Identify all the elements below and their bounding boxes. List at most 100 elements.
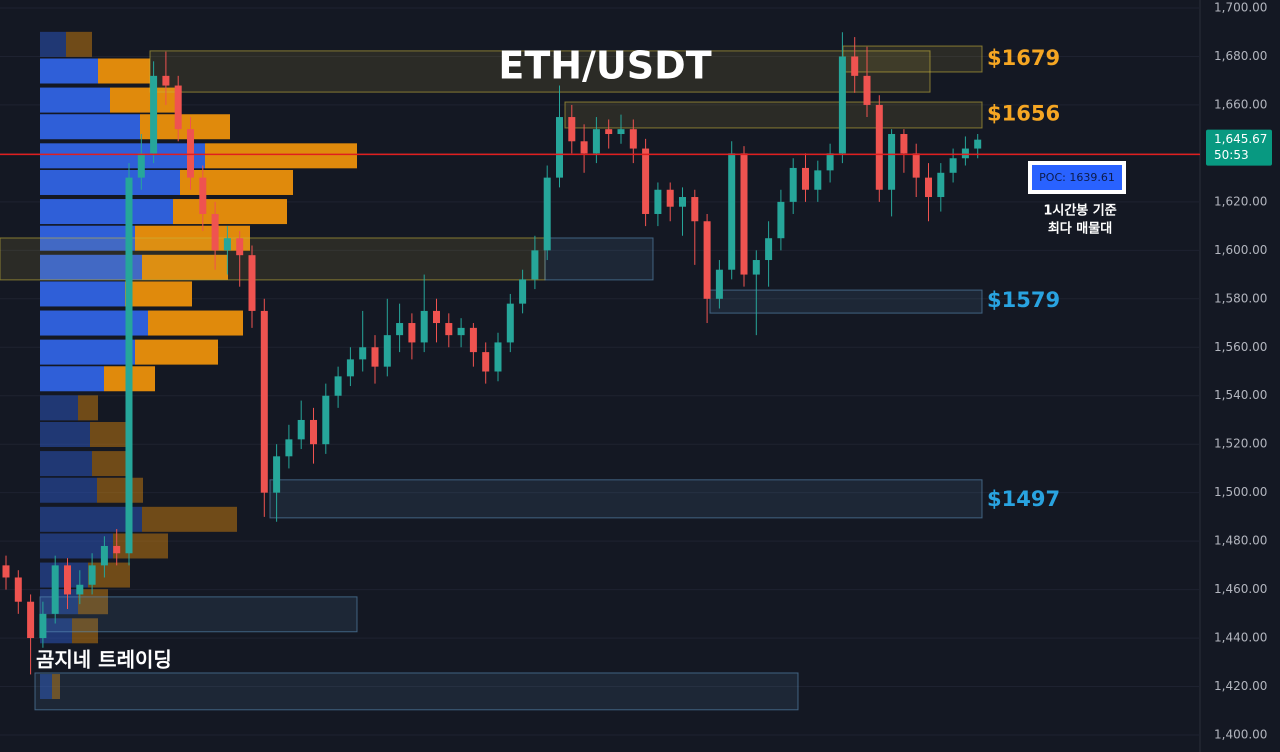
y-tick-label: 1,680.00	[1214, 49, 1267, 63]
profile-sell	[148, 310, 243, 336]
candle-body	[14, 577, 22, 602]
candle-body	[88, 565, 96, 585]
profile-buy	[40, 339, 135, 365]
candle-body	[740, 153, 748, 275]
poc-box	[1032, 165, 1122, 190]
profile-sell	[142, 254, 228, 280]
profile-buy	[40, 281, 125, 307]
candle-body	[642, 148, 650, 214]
zone	[709, 289, 983, 314]
profile-sell	[72, 618, 98, 644]
candle-body	[334, 376, 342, 396]
candle-body	[703, 221, 711, 299]
candle-body	[568, 117, 576, 142]
candle-body	[531, 250, 539, 280]
profile-sell	[205, 143, 357, 169]
profile-sell	[92, 451, 130, 477]
candle-body	[433, 310, 440, 324]
candle-body	[64, 565, 71, 595]
level-label: $1679	[987, 46, 1060, 70]
candle-body	[765, 238, 773, 261]
y-tick-label: 1,500.00	[1214, 485, 1267, 499]
candle-body	[100, 545, 108, 566]
level-label: $1579	[987, 288, 1060, 312]
profile-sell	[125, 281, 192, 307]
candle-body	[875, 104, 883, 190]
level-label: $1497	[987, 487, 1060, 511]
profile-buy	[40, 114, 140, 140]
candle-body	[27, 601, 35, 639]
y-tick-label: 1,420.00	[1214, 679, 1267, 693]
candle-body	[912, 153, 920, 178]
candle-body	[666, 189, 674, 207]
candle-body	[629, 129, 637, 149]
candle-body	[519, 279, 527, 304]
y-tick-label: 1,580.00	[1214, 291, 1267, 305]
profile-buy	[40, 422, 90, 448]
candle-body	[863, 75, 871, 105]
candle-body	[420, 310, 428, 343]
price-tag	[1206, 129, 1272, 166]
profile-buy	[40, 477, 97, 503]
zone	[269, 479, 983, 519]
candle-body	[285, 439, 293, 457]
candle-body	[396, 323, 404, 336]
candle-body	[679, 197, 686, 207]
profile-sell	[90, 422, 130, 448]
candle-body	[556, 117, 563, 178]
candle-body	[494, 342, 502, 372]
profile-buy	[40, 169, 180, 195]
zone	[564, 101, 983, 129]
candle-body	[814, 170, 822, 190]
y-tick-label: 1,400.00	[1214, 728, 1267, 742]
profile-buy	[40, 87, 110, 113]
candle-body	[236, 238, 244, 256]
profile-buy	[40, 254, 142, 280]
candle-body	[125, 177, 133, 554]
candle-body	[802, 167, 809, 190]
candle-body	[211, 213, 219, 251]
price-tag-label: 1,645.67	[1214, 132, 1267, 146]
candle-body	[752, 260, 760, 275]
y-tick-label: 1,480.00	[1214, 534, 1267, 548]
profile-sell	[142, 506, 237, 532]
candle-body	[543, 177, 551, 251]
profile-sell	[98, 58, 150, 84]
candle-body	[273, 456, 281, 493]
profile-buy	[40, 366, 104, 392]
profile-buy	[40, 589, 78, 615]
zone	[34, 672, 799, 711]
profile-sell	[78, 395, 98, 421]
level-label: $1656	[987, 102, 1060, 126]
candle-body	[260, 310, 268, 493]
candle-body	[223, 238, 231, 251]
zone	[39, 596, 358, 633]
profile-sell	[173, 199, 287, 225]
candle-body	[580, 141, 588, 154]
annotation: 1시간봉 기준	[1043, 203, 1116, 219]
profile-sell	[52, 674, 60, 700]
candle-body	[359, 347, 367, 360]
candle-body	[654, 189, 662, 214]
profile-buy	[40, 451, 92, 477]
y-tick-label: 1,660.00	[1214, 97, 1267, 111]
y-tick-label: 1,460.00	[1214, 582, 1267, 596]
candle-body	[506, 303, 514, 343]
candle-body	[925, 177, 932, 198]
profile-buy	[40, 506, 142, 532]
y-tick-label: 1,600.00	[1214, 243, 1267, 257]
candle-body	[76, 584, 84, 595]
zone	[0, 237, 546, 281]
profile-buy	[40, 31, 66, 57]
candle-body	[691, 197, 699, 222]
candle-body	[592, 129, 600, 154]
y-tick-label: 1,520.00	[1214, 437, 1267, 451]
y-tick-label: 1,620.00	[1214, 194, 1267, 208]
candle-body	[113, 545, 121, 554]
watermark: 곰지네 트레이딩	[36, 648, 172, 672]
candle-body	[974, 139, 982, 149]
candle-body	[888, 134, 896, 190]
candle-body	[248, 255, 256, 311]
